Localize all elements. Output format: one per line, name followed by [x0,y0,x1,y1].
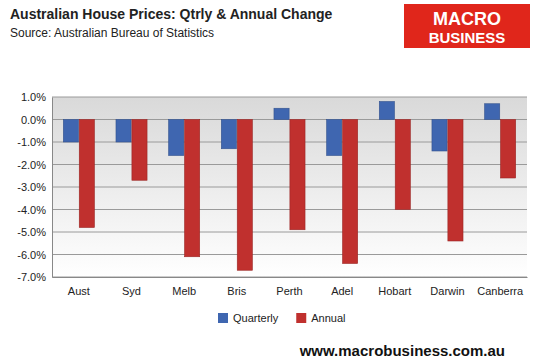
bar [221,120,236,149]
x-tick: Darwin [430,277,464,297]
logo-box [404,4,530,48]
x-tick: Aust [68,277,90,297]
bar [485,104,500,120]
logo-text: BUSINESS [429,29,506,46]
bar [379,102,394,120]
grid [52,97,527,277]
bar [132,120,147,181]
bar [290,120,305,230]
y-tick-label: -5.0% [17,226,46,238]
x-tick: Bris [227,277,246,297]
grid-line [52,277,527,278]
x-tick-label: Adel [331,285,353,297]
subtitle: Source: Australian Bureau of Statistics [10,26,214,40]
chart: Australian House Prices: Qtrly & Annual … [0,0,535,364]
y-tick-label: -1.0% [17,136,46,148]
background [0,0,535,364]
y-tick-label: -3.0% [17,181,46,193]
bar [169,120,184,156]
y-tick: -6.0% [17,249,52,261]
x-tick-label: Hobart [378,285,411,297]
x-tick: Adel [331,277,353,297]
bar [63,120,78,143]
bar [395,120,410,210]
bar [274,108,289,119]
x-tick-label: Bris [227,285,246,297]
y-tick-label: 1.0% [21,91,46,103]
y-tick: -1.0% [17,136,52,148]
bar [448,120,463,242]
x-axis-line [53,277,528,278]
bar [432,120,447,152]
x-tick: Perth [276,277,302,297]
y-tick: -5.0% [17,226,52,238]
y-tick: -4.0% [17,204,52,216]
x-axis: Aust Syd Melb Bris Perth Adel Hobart Darwin Canb… [53,277,528,297]
legend-swatch [296,313,306,323]
title: Australian House Prices: Qtrly & Annual … [10,6,333,22]
y-tick-label: 0.0% [21,114,46,126]
x-tick-label: Darwin [430,285,464,297]
y-tick-label: -2.0% [17,159,46,171]
bar [79,120,94,228]
x-tick: Canberra [477,277,524,297]
bar [327,120,342,156]
grid-line [52,254,527,255]
legend-swatch [218,313,228,323]
y-tick: 0.0% [21,114,52,126]
bar [185,120,200,257]
y-tick-label: -7.0% [17,271,46,283]
legend: Quarterly Annual [218,312,346,324]
x-tick-label: Syd [122,285,141,297]
legend-label: Annual [311,312,345,324]
x-tick: Hobart [378,277,411,297]
x-tick: Melb [172,277,196,297]
x-tick: Syd [122,277,141,297]
y-axis-line [52,98,53,278]
bar [116,120,131,143]
y-axis: -7.0% -6.0% -5.0% -4.0% -3.0% -2.0% -1.0% 0.0% 1… [17,91,52,283]
x-tick-label: Perth [276,285,302,297]
bar [501,120,516,179]
y-tick-label: -6.0% [17,249,46,261]
x-tick-label: Canberra [477,285,524,297]
bar [237,120,252,271]
bars [63,102,515,271]
source-url: www.macrobusiness.com.au [299,342,505,359]
y-tick-label: -4.0% [17,204,46,216]
x-tick-label: Melb [172,285,196,297]
legend-label: Quarterly [233,312,279,324]
plot-area [52,97,527,277]
y-tick: -2.0% [17,159,52,171]
y-tick: 1.0% [21,91,52,103]
x-tick-label: Aust [68,285,90,297]
y-tick: -3.0% [17,181,52,193]
y-tick: -7.0% [17,271,52,283]
grid-line [52,97,527,98]
logo-text: MACRO [433,9,501,29]
bar [343,120,358,264]
